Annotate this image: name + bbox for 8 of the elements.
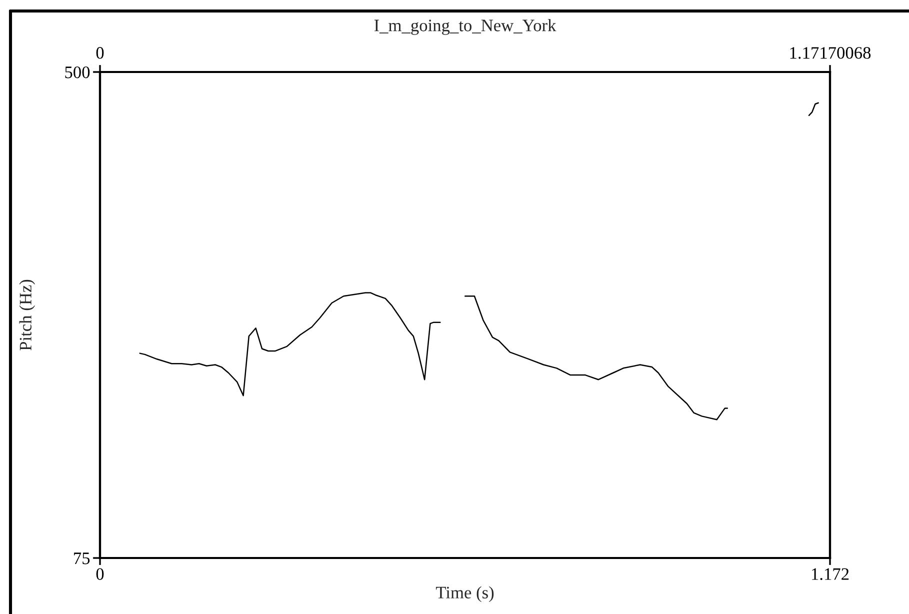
x-tick-label: 1.172 [812, 568, 849, 580]
y-axis-title: Pitch (Hz) [19, 280, 35, 350]
chart-title: I_m_going_to_New_York [374, 19, 556, 35]
y-tick-label: 75 [74, 552, 90, 564]
x2-tick-label: 1.17170068 [790, 47, 871, 59]
x-axis-title: Time (s) [436, 586, 494, 602]
x2-tick-label: 0 [96, 47, 104, 59]
y-tick-label: 500 [65, 66, 90, 78]
